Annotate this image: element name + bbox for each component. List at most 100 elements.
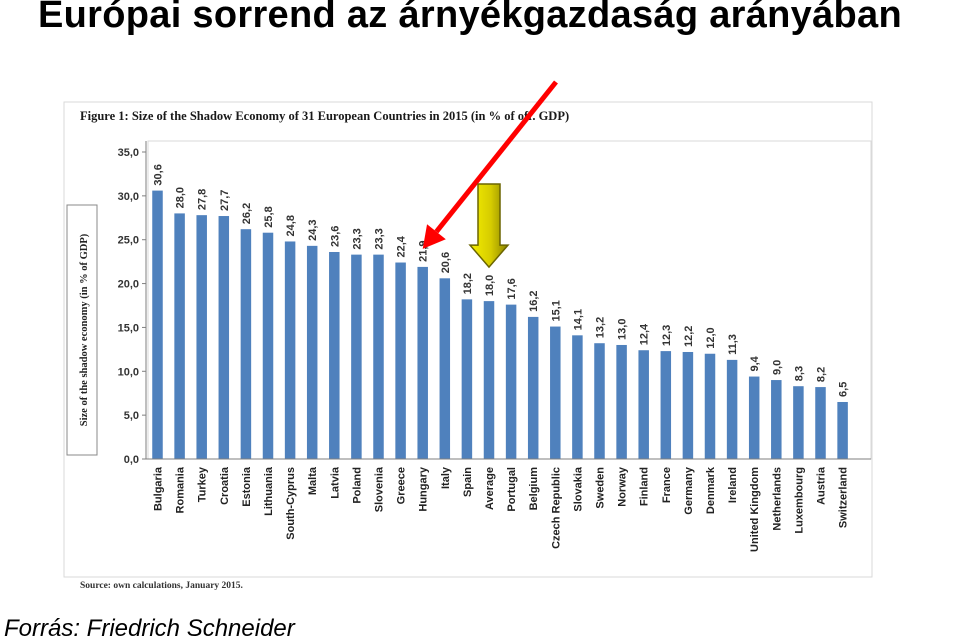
- bar-value-label: 11,3: [727, 334, 739, 355]
- category-label: Austria: [816, 466, 828, 505]
- category-label: Hungary: [418, 466, 430, 512]
- bar: [726, 359, 738, 459]
- bar: [417, 266, 428, 459]
- bar: [218, 216, 230, 459]
- yellow-down-arrow: [468, 183, 510, 269]
- bar-value-label: 18,2: [462, 273, 474, 294]
- category-label: Greece: [396, 467, 408, 504]
- category-label: Poland: [351, 467, 363, 504]
- y-tick-label: 35,0: [118, 147, 139, 159]
- bar: [748, 376, 760, 459]
- bar-value-label: 13,0: [617, 319, 629, 340]
- bar: [572, 335, 583, 459]
- bar-value-label: 26,2: [241, 203, 253, 224]
- category-label: Lithuania: [263, 466, 275, 516]
- bar-value-label: 24,8: [285, 215, 297, 236]
- bar-value-label: 9,0: [771, 360, 783, 375]
- bar: [505, 304, 517, 459]
- bar: [284, 241, 296, 459]
- category-label: South-Cyprus: [285, 467, 297, 540]
- category-label: Italy: [440, 466, 452, 489]
- bar: [306, 245, 318, 459]
- y-tick-label: 20,0: [118, 279, 139, 291]
- bar: [594, 343, 605, 459]
- bar-value-label: 8,2: [816, 367, 828, 382]
- bar: [483, 301, 495, 459]
- category-label: Luxembourg: [793, 467, 805, 534]
- bar: [351, 254, 362, 459]
- bar: [461, 299, 473, 459]
- bar-value-label: 16,2: [528, 290, 540, 311]
- category-label: France: [661, 467, 673, 503]
- category-label: Slovakia: [572, 466, 584, 512]
- source-note: Source: own calculations, January 2015.: [80, 581, 243, 591]
- category-label: Romania: [175, 466, 187, 513]
- bar: [373, 254, 384, 459]
- category-label: Germany: [683, 466, 695, 515]
- red-arrow-shaft: [434, 80, 558, 234]
- y-axis-label: Size of the shadow economy (in % of GDP): [79, 233, 90, 426]
- category-label: Belgium: [528, 467, 540, 511]
- bar: [616, 344, 627, 459]
- bar-value-label: 27,7: [219, 190, 231, 211]
- bar-value-label: 6,5: [838, 382, 850, 397]
- bar-value-label: 22,4: [396, 235, 408, 257]
- category-label: Switzerland: [838, 467, 850, 528]
- bar: [174, 213, 185, 459]
- y-tick-label: 25,0: [118, 235, 139, 247]
- slide-title: Európai sorrend az árnyékgazdaság arányá…: [38, 0, 903, 36]
- bar: [527, 316, 539, 459]
- category-label: Estonia: [241, 466, 253, 507]
- bar: [196, 215, 207, 459]
- bar-value-label: 23,3: [374, 228, 386, 249]
- category-label: Denmark: [705, 466, 717, 514]
- bar: [837, 401, 848, 459]
- bar-value-label: 30,6: [153, 164, 165, 185]
- category-label: United Kingdom: [749, 467, 761, 552]
- bar-value-label: 25,8: [263, 206, 275, 227]
- red-arrow-head: [422, 224, 446, 249]
- bar: [704, 353, 716, 459]
- bar: [815, 387, 826, 459]
- category-label: Ireland: [727, 467, 739, 503]
- category-label: Turkey: [197, 466, 209, 502]
- category-label: Latvia: [329, 466, 341, 499]
- category-label: Sweden: [595, 467, 607, 509]
- category-label: Bulgaria: [153, 466, 165, 511]
- bar-value-label: 12,4: [639, 323, 651, 345]
- bar: [550, 326, 561, 459]
- bar-value-label: 27,8: [197, 189, 209, 210]
- source-credit: Forrás: Friedrich Schneider: [4, 615, 295, 642]
- y-tick-label: 15,0: [118, 322, 139, 334]
- y-tick-label: 0,0: [124, 454, 139, 466]
- y-axis-ticks: 0,0 5,0 10,0 15,0 20,0 25,0 30,0 35,0: [118, 147, 146, 466]
- category-label: Czech Republic: [550, 467, 562, 549]
- bars: 30,6 Bulgaria 28,0 Romania 27,8 Turkey 27,7 Cro…: [152, 164, 850, 552]
- bar: [262, 232, 274, 459]
- bar-value-label: 8,3: [793, 366, 805, 381]
- category-label: Croatia: [219, 466, 231, 505]
- bar-value-label: 24,3: [307, 219, 319, 240]
- category-label: Portugal: [506, 467, 518, 512]
- bar-value-label: 13,2: [595, 317, 607, 338]
- y-tick-label: 5,0: [124, 410, 139, 422]
- bar-value-label: 28,0: [175, 187, 187, 208]
- bar-value-label: 23,6: [329, 226, 341, 247]
- bar-value-label: 12,2: [683, 326, 695, 347]
- bar-value-label: 23,3: [351, 228, 363, 249]
- bar: [682, 351, 694, 459]
- bar: [240, 229, 252, 459]
- y-tick-label: 30,0: [118, 191, 139, 203]
- figure-title: Figure 1: Size of the Shadow Economy of …: [80, 109, 569, 123]
- category-label: Finland: [639, 467, 651, 506]
- bar: [660, 351, 672, 459]
- category-label: Norway: [617, 466, 629, 507]
- bar-value-label: 20,6: [440, 252, 452, 273]
- bar: [152, 190, 163, 459]
- bar-value-label: 12,0: [705, 327, 717, 348]
- category-label: Malta: [307, 466, 319, 495]
- bar: [395, 262, 406, 459]
- category-label: Average: [484, 467, 496, 510]
- bar: [771, 380, 782, 459]
